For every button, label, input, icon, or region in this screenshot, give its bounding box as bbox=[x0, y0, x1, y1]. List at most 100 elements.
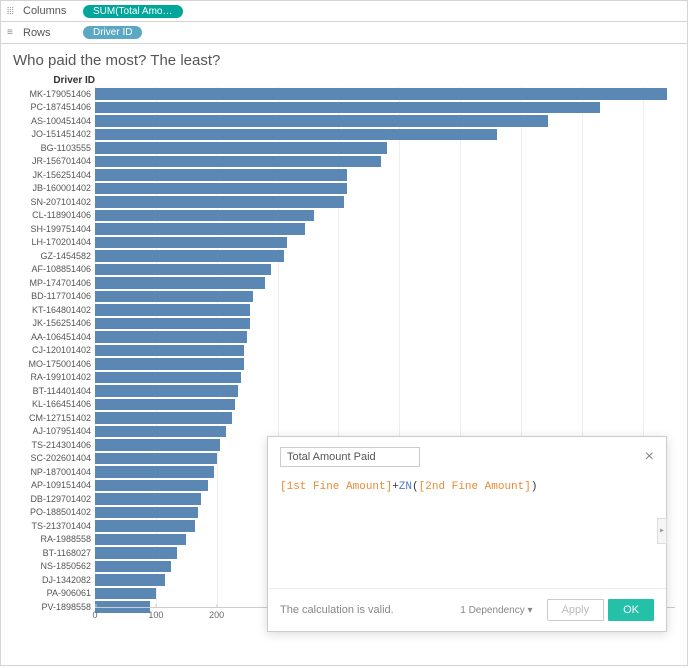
bar-label: KL-166451406 bbox=[13, 399, 95, 409]
bar-row: RA-199101402 bbox=[13, 371, 675, 385]
bar-label: BT-114401404 bbox=[13, 386, 95, 396]
bar[interactable] bbox=[95, 426, 226, 438]
bar-label: NP-187001404 bbox=[13, 467, 95, 477]
rows-shelf[interactable]: ≡ Rows Driver ID bbox=[0, 22, 688, 44]
bar-label: AS-100451404 bbox=[13, 116, 95, 126]
bar-label: JK-156251406 bbox=[13, 318, 95, 328]
expand-icon[interactable]: ▸ bbox=[657, 518, 667, 544]
bar[interactable] bbox=[95, 520, 195, 532]
bar[interactable] bbox=[95, 183, 347, 195]
bar-label: KT-164801402 bbox=[13, 305, 95, 315]
calculation-dialog: × [1st Fine Amount]+ZN([2nd Fine Amount]… bbox=[267, 436, 667, 632]
apply-button[interactable]: Apply bbox=[547, 599, 605, 621]
close-icon[interactable]: × bbox=[645, 449, 654, 465]
calc-dialog-footer: The calculation is valid. 1 Dependency ▾… bbox=[268, 588, 666, 631]
bar[interactable] bbox=[95, 129, 497, 141]
bar-label: BT-1168027 bbox=[13, 548, 95, 558]
bar[interactable] bbox=[95, 466, 214, 478]
bar[interactable] bbox=[95, 169, 347, 181]
bar[interactable] bbox=[95, 358, 244, 370]
bar-row: BT-114401404 bbox=[13, 384, 675, 398]
y-axis-header: Driver ID bbox=[13, 75, 95, 86]
bar-label: JO-151451402 bbox=[13, 129, 95, 139]
chart-title: Who paid the most? The least? bbox=[13, 52, 675, 69]
bar[interactable] bbox=[95, 480, 208, 492]
bar[interactable] bbox=[95, 439, 220, 451]
chart-area: Who paid the most? The least? Driver ID … bbox=[0, 44, 688, 666]
bar-row: JO-151451402 bbox=[13, 128, 675, 142]
bar[interactable] bbox=[95, 223, 305, 235]
bar[interactable] bbox=[95, 237, 287, 249]
bar[interactable] bbox=[95, 561, 171, 573]
bar-label: CL-118901406 bbox=[13, 210, 95, 220]
bar-row: LH-170201404 bbox=[13, 236, 675, 250]
columns-shelf-label: Columns bbox=[23, 5, 83, 17]
bar-label: CJ-120101402 bbox=[13, 345, 95, 355]
rows-pill[interactable]: Driver ID bbox=[83, 26, 142, 39]
bar-label: TS-213701404 bbox=[13, 521, 95, 531]
bar[interactable] bbox=[95, 453, 217, 465]
bar-row: BG-1103555 bbox=[13, 141, 675, 155]
bar[interactable] bbox=[95, 385, 238, 397]
bar-label: RA-199101402 bbox=[13, 372, 95, 382]
bar[interactable] bbox=[95, 210, 314, 222]
calc-status: The calculation is valid. bbox=[280, 604, 394, 616]
bar[interactable] bbox=[95, 412, 232, 424]
bar[interactable] bbox=[95, 156, 381, 168]
bar-label: RA-1988558 bbox=[13, 534, 95, 544]
bar-row: KT-164801402 bbox=[13, 303, 675, 317]
bar-row: CJ-120101402 bbox=[13, 344, 675, 358]
bar[interactable] bbox=[95, 304, 250, 316]
bar-label: MP-174701406 bbox=[13, 278, 95, 288]
bar[interactable] bbox=[95, 588, 156, 600]
dependency-dropdown[interactable]: 1 Dependency ▾ bbox=[460, 605, 532, 616]
bar-label: JR-156701404 bbox=[13, 156, 95, 166]
bar[interactable] bbox=[95, 547, 177, 559]
bar-label: PA-906061 bbox=[13, 588, 95, 598]
bar[interactable] bbox=[95, 142, 387, 154]
bar-row: AS-100451404 bbox=[13, 114, 675, 128]
bar[interactable] bbox=[95, 250, 284, 262]
bar[interactable] bbox=[95, 264, 271, 276]
x-tick: 100 bbox=[148, 610, 163, 620]
bar[interactable] bbox=[95, 277, 265, 289]
bar[interactable] bbox=[95, 345, 244, 357]
bar[interactable] bbox=[95, 196, 344, 208]
bar-label: DB-129701402 bbox=[13, 494, 95, 504]
calc-name-input[interactable] bbox=[280, 447, 420, 467]
bar-label: BD-117701406 bbox=[13, 291, 95, 301]
bar[interactable] bbox=[95, 102, 600, 114]
columns-pill[interactable]: SUM(Total Amount P... bbox=[83, 5, 183, 18]
bar-label: AA-106451404 bbox=[13, 332, 95, 342]
bar-label: AJ-107951404 bbox=[13, 426, 95, 436]
calc-dialog-header: × bbox=[268, 437, 666, 473]
rows-shelf-label: Rows bbox=[23, 27, 83, 39]
bar[interactable] bbox=[95, 534, 186, 546]
bar[interactable] bbox=[95, 493, 201, 505]
bar[interactable] bbox=[95, 115, 548, 127]
columns-shelf[interactable]: ⦙⦙⦙ Columns SUM(Total Amount P... bbox=[0, 0, 688, 22]
bar[interactable] bbox=[95, 507, 198, 519]
bar[interactable] bbox=[95, 318, 250, 330]
bar-label: TS-214301406 bbox=[13, 440, 95, 450]
bar[interactable] bbox=[95, 399, 235, 411]
bar[interactable] bbox=[95, 331, 247, 343]
bar[interactable] bbox=[95, 291, 253, 303]
bar-row: JK-156251406 bbox=[13, 317, 675, 331]
bar-label: SN-207101402 bbox=[13, 197, 95, 207]
columns-icon: ⦙⦙⦙ bbox=[7, 6, 19, 17]
bar[interactable] bbox=[95, 372, 241, 384]
x-tick: 200 bbox=[209, 610, 224, 620]
bar-row: PC-187451406 bbox=[13, 101, 675, 115]
bar-row: SN-207101402 bbox=[13, 195, 675, 209]
ok-button[interactable]: OK bbox=[608, 599, 654, 621]
bar-label: PO-188501402 bbox=[13, 507, 95, 517]
calc-formula-body[interactable]: [1st Fine Amount]+ZN([2nd Fine Amount]) … bbox=[268, 473, 666, 588]
bar-row: JR-156701404 bbox=[13, 155, 675, 169]
bar-row: MP-174701406 bbox=[13, 276, 675, 290]
bar[interactable] bbox=[95, 88, 667, 100]
rows-icon: ≡ bbox=[7, 27, 19, 38]
bar-label: JB-160001402 bbox=[13, 183, 95, 193]
bar-label: LH-170201404 bbox=[13, 237, 95, 247]
bar[interactable] bbox=[95, 574, 165, 586]
